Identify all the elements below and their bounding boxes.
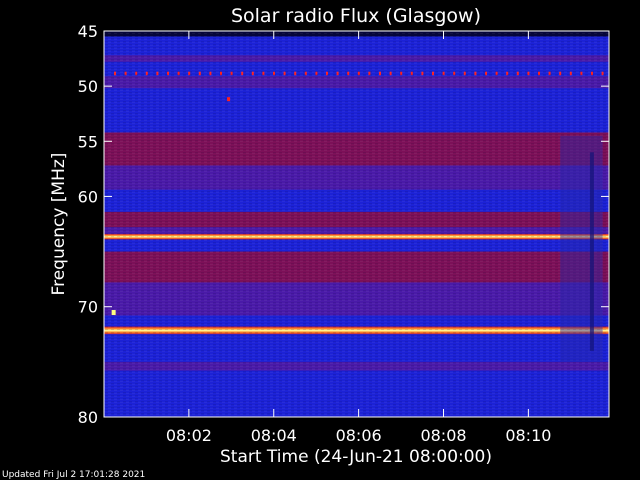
x-tick-label: 08:02: [166, 426, 212, 445]
y-tick-label: 55: [78, 132, 98, 151]
feature-spot: [227, 97, 231, 102]
y-tick-label: 45: [78, 22, 98, 41]
plot-frame: [103, 30, 610, 418]
y-tick-label: 80: [78, 408, 98, 427]
y-axis-label: Frequency [MHz]: [49, 153, 69, 296]
x-axis-label: Start Time (24-Jun-21 08:00:00): [220, 447, 492, 467]
x-tick-label: 08:10: [505, 426, 551, 445]
axes-layer: 45 50 55 60 70 80 08:02 08:04 08:06 08:08 08:10: [78, 22, 610, 445]
burst-column: [560, 135, 603, 362]
x-tick-label: 08:08: [420, 426, 466, 445]
chart-title: Solar radio Flux (Glasgow): [231, 5, 481, 27]
texture-overlay: [104, 31, 609, 417]
y-tick-label: 70: [78, 298, 98, 317]
y-tick-label: 60: [78, 187, 98, 206]
x-tick-label: 08:06: [336, 426, 382, 445]
x-tick-label: 08:04: [251, 426, 297, 445]
updated-timestamp: Updated Fri Jul 2 17:01:28 2021: [2, 470, 145, 480]
y-tick-label: 50: [78, 77, 98, 96]
burst-stripe: [589, 152, 594, 351]
feature-spot: [111, 310, 116, 316]
overlay-layer: [104, 31, 609, 417]
